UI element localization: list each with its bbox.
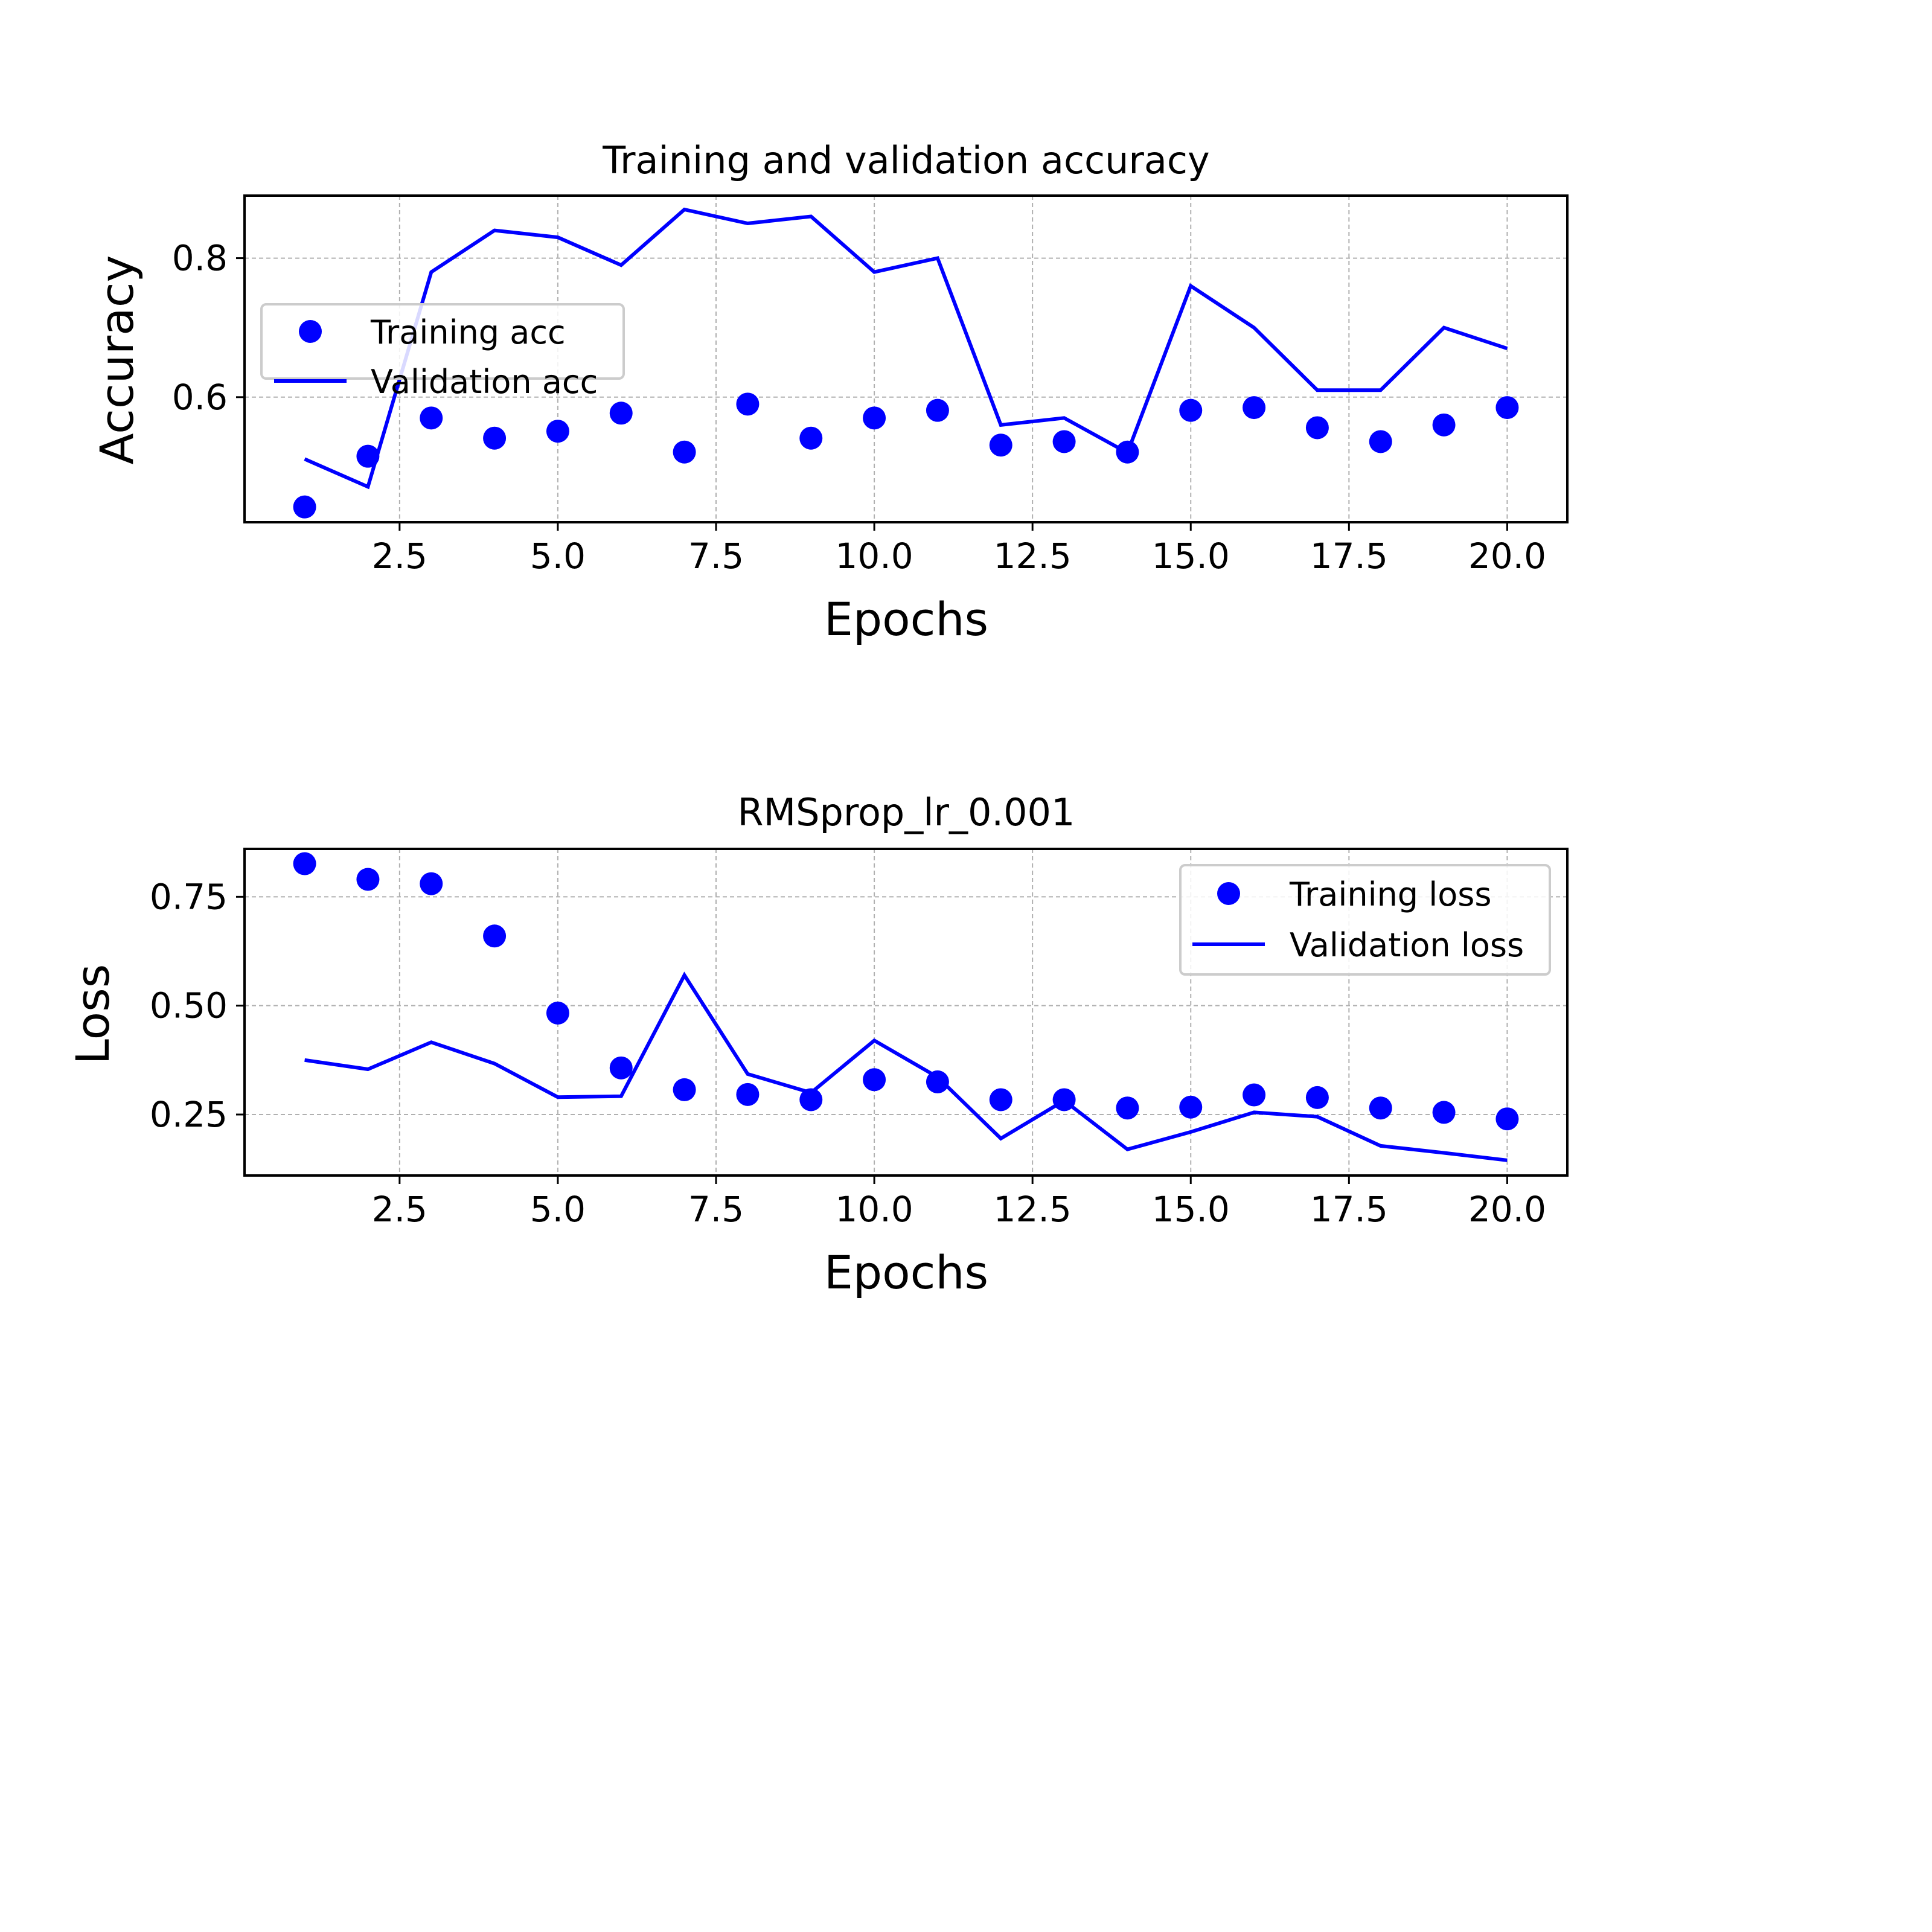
loss-training-point xyxy=(989,1088,1012,1112)
accuracy-training-point xyxy=(1495,396,1519,420)
loss-training-point xyxy=(609,1056,633,1080)
loss-legend-training-label: Training loss xyxy=(1289,875,1492,913)
accuracy-legend-training-marker xyxy=(299,320,322,343)
accuracy-x-axis-label: Epochs xyxy=(824,592,988,646)
accuracy-x-tick-label: 17.5 xyxy=(1310,536,1388,577)
loss-training-point xyxy=(673,1078,696,1101)
loss-y-tick-label: 0.25 xyxy=(150,1094,228,1135)
loss-training-point xyxy=(1432,1101,1456,1124)
loss-training-point xyxy=(356,868,380,891)
loss-training-point xyxy=(546,1001,569,1025)
loss-x-tick-label: 17.5 xyxy=(1310,1189,1388,1230)
loss-training-point xyxy=(1179,1095,1203,1119)
accuracy-training-point xyxy=(420,406,443,430)
loss-x-axis-label: Epochs xyxy=(824,1246,988,1299)
accuracy-validation-line xyxy=(304,207,1508,490)
loss-x-tick-label: 10.0 xyxy=(836,1189,913,1230)
loss-x-tick-label: 7.5 xyxy=(688,1189,744,1230)
loss-training-markers xyxy=(293,852,1519,1131)
accuracy-training-point xyxy=(989,433,1012,457)
loss-training-point xyxy=(1495,1107,1519,1131)
loss-training-point xyxy=(1369,1096,1392,1120)
loss-y-ticks: 0.25 0.50 0.75 xyxy=(150,876,245,1135)
accuracy-chart: Training and validation accuracy 2.5 5.0 7… xyxy=(90,138,1569,646)
accuracy-training-point xyxy=(609,401,633,425)
loss-x-tick-label: 5.0 xyxy=(530,1189,586,1230)
accuracy-x-tick-label: 2.5 xyxy=(372,536,427,577)
accuracy-x-tick-label: 7.5 xyxy=(688,536,744,577)
loss-chart: RMSprop_lr_0.001 2.5 5.0 7.5 10.0 12.5 15.0 17… xyxy=(66,790,1569,1299)
accuracy-legend-training-label: Training acc xyxy=(370,313,566,351)
accuracy-training-point xyxy=(546,420,569,443)
accuracy-training-point xyxy=(673,440,696,464)
loss-legend-validation-label: Validation loss xyxy=(1290,926,1524,964)
accuracy-training-point xyxy=(1052,430,1076,453)
loss-training-point xyxy=(483,924,507,948)
accuracy-training-point xyxy=(483,426,507,450)
loss-x-tick-label: 12.5 xyxy=(994,1189,1072,1230)
accuracy-training-point xyxy=(356,444,380,468)
loss-chart-title: RMSprop_lr_0.001 xyxy=(738,790,1075,834)
loss-validation-line xyxy=(304,971,1508,1162)
loss-plot-frame xyxy=(243,848,1569,1177)
accuracy-y-tick-label: 0.8 xyxy=(172,238,228,279)
accuracy-training-point xyxy=(926,398,949,422)
loss-training-point xyxy=(420,872,443,895)
loss-legend-frame xyxy=(1179,864,1551,976)
accuracy-training-point xyxy=(799,426,823,450)
loss-y-tick-label: 0.50 xyxy=(150,985,228,1026)
loss-training-point xyxy=(1243,1083,1266,1107)
loss-validation-polyline xyxy=(304,971,1508,1162)
loss-training-point xyxy=(863,1068,886,1092)
accuracy-training-point xyxy=(293,495,316,519)
accuracy-x-tick-label: 20.0 xyxy=(1468,536,1546,577)
accuracy-x-tick-label: 15.0 xyxy=(1152,536,1230,577)
accuracy-y-ticks: 0.6 0.8 xyxy=(172,238,245,418)
accuracy-training-point xyxy=(1243,396,1266,420)
accuracy-training-point xyxy=(736,392,760,416)
accuracy-training-point xyxy=(1179,398,1203,422)
loss-training-point xyxy=(736,1083,760,1106)
accuracy-x-ticks: 2.5 5.0 7.5 10.0 12.5 15.0 17.5 20.0 xyxy=(372,522,1546,577)
loss-y-axis-label: Loss xyxy=(66,964,120,1065)
accuracy-training-markers xyxy=(293,392,1519,519)
accuracy-x-tick-label: 12.5 xyxy=(994,536,1072,577)
loss-training-point xyxy=(1052,1088,1076,1112)
loss-training-point xyxy=(1305,1086,1329,1109)
accuracy-x-tick-label: 10.0 xyxy=(836,536,913,577)
accuracy-training-point xyxy=(1116,440,1139,464)
accuracy-training-point xyxy=(1369,430,1392,453)
loss-training-point xyxy=(1116,1096,1139,1120)
loss-y-tick-label: 0.75 xyxy=(150,876,228,917)
accuracy-y-axis-label: Accuracy xyxy=(90,255,144,465)
accuracy-training-point xyxy=(1305,416,1329,440)
loss-training-point xyxy=(926,1070,949,1093)
accuracy-chart-title: Training and validation accuracy xyxy=(602,138,1209,182)
loss-x-tick-label: 2.5 xyxy=(372,1189,427,1230)
accuracy-training-point xyxy=(863,406,886,430)
loss-legend: Training loss Validation loss xyxy=(1179,864,1551,976)
loss-training-point xyxy=(293,852,316,875)
loss-x-ticks: 2.5 5.0 7.5 10.0 12.5 15.0 17.5 20.0 xyxy=(372,1176,1546,1230)
accuracy-legend: Training acc Validation acc xyxy=(260,303,625,401)
accuracy-training-point xyxy=(1432,413,1456,437)
accuracy-validation-polyline xyxy=(304,207,1508,490)
loss-legend-training-marker xyxy=(1217,882,1240,905)
accuracy-legend-validation-label: Validation acc xyxy=(371,363,598,401)
accuracy-y-tick-label: 0.6 xyxy=(172,377,228,418)
loss-x-tick-label: 15.0 xyxy=(1152,1189,1230,1230)
loss-x-tick-label: 20.0 xyxy=(1468,1189,1546,1230)
accuracy-x-tick-label: 5.0 xyxy=(530,536,586,577)
accuracy-legend-frame xyxy=(260,303,625,380)
accuracy-plot-frame xyxy=(243,194,1569,523)
loss-training-point xyxy=(799,1088,823,1112)
